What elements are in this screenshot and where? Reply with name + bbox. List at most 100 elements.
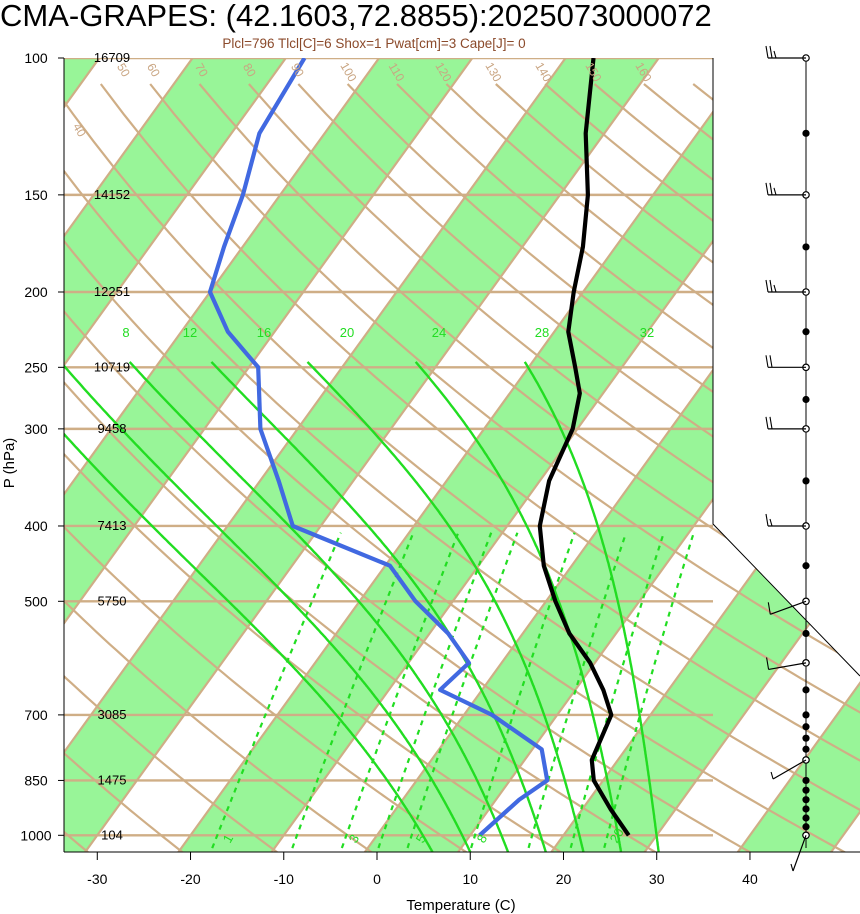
mixing-ratio-line <box>467 532 576 852</box>
wind-barb-flag <box>765 416 769 429</box>
y-axis-label: P (hPa) <box>1 438 18 489</box>
wind-barb-flag <box>769 518 773 527</box>
mixing-ratio-line <box>374 532 493 852</box>
x-axis-label: Temperature (C) <box>406 897 515 914</box>
mixing-ratio-line <box>287 532 415 852</box>
temperature-tick-label: 30 <box>649 871 665 887</box>
wind-barb <box>792 835 807 872</box>
moist-adiabat-label: 20 <box>340 325 354 340</box>
mixing-ratio-label: 20 <box>607 825 627 845</box>
dry-adiabat <box>297 83 860 852</box>
series-dewpoint <box>207 58 550 837</box>
pressure-tick-label: 100 <box>24 50 48 66</box>
isotherm-line <box>173 58 753 852</box>
isotherm-label: -10 <box>733 525 756 547</box>
pressure-tick-label: 150 <box>24 187 48 203</box>
temperature-tick-label: 10 <box>462 871 478 887</box>
wind-barb-flag <box>773 50 777 59</box>
mixing-ratio-lines <box>207 532 695 852</box>
wind-level-dot <box>802 129 810 137</box>
theta-label: 100 <box>337 60 359 85</box>
isotherm-band <box>64 58 659 852</box>
theta-label: 60 <box>144 61 163 80</box>
height-label: 7413 <box>98 518 127 533</box>
isotherm-label: 0 <box>717 455 731 470</box>
height-label: 12251 <box>94 284 130 299</box>
dry-adiabat <box>64 83 860 852</box>
chart-subtitle: Plcl=796 Tlcl[C]=6 Shox=1 Pwat[cm]=3 Cap… <box>222 36 525 51</box>
height-label: 10719 <box>94 359 130 374</box>
isotherm-band <box>361 58 860 852</box>
moist-adiabat <box>523 361 661 852</box>
plot-edge <box>712 58 860 677</box>
wind-barb-flag <box>769 416 773 429</box>
wind-barb-flag <box>765 45 769 59</box>
pressure-tick-label: 500 <box>24 593 48 609</box>
mixing-ratio-line <box>600 532 695 852</box>
dry-adiabat <box>64 83 381 852</box>
isotherm-band <box>733 58 860 852</box>
dry-adiabat <box>64 83 855 852</box>
temperature-tick-label: 20 <box>556 871 572 887</box>
moist-adiabat-label: 12 <box>183 325 197 340</box>
wind-barb-flag <box>769 182 773 195</box>
moist-adiabat <box>64 361 474 852</box>
temperature-tick-label: -20 <box>180 871 200 887</box>
isotherm-line <box>64 58 380 852</box>
pressure-tick-label: 700 <box>24 707 48 723</box>
dry-adiabat <box>198 83 860 852</box>
wind-level-dot <box>802 805 810 813</box>
moist-adiabat <box>210 361 549 852</box>
wind-level-dot <box>802 723 810 731</box>
isotherm-line <box>80 58 660 852</box>
pressure-tick-label: 400 <box>24 518 48 534</box>
height-labels: 16709 14152 12251 10719 9458 7413 5750 3085 1475… <box>94 50 130 842</box>
wind-barbs <box>765 45 810 872</box>
dry-adiabat <box>64 83 285 852</box>
wind-barb-flag <box>790 863 794 872</box>
temperature-tick-label: 0 <box>373 871 381 887</box>
series-temperature <box>537 58 631 837</box>
wind-level-dot <box>802 686 810 694</box>
temperature-tick-label: -10 <box>274 871 294 887</box>
height-label: 9458 <box>98 421 127 436</box>
theta-label: 80 <box>240 61 259 80</box>
wind-level-dot <box>802 243 810 251</box>
pressure-tick-label: 200 <box>24 284 48 300</box>
theta-label: 70 <box>192 61 211 80</box>
sounding-lines <box>207 58 631 837</box>
isotherm-label: 10 <box>717 341 736 361</box>
wind-barb-flag <box>769 45 773 59</box>
mixing-ratio-line <box>403 532 519 852</box>
isotherm-line <box>733 58 860 852</box>
temperature-tick-label: 40 <box>742 871 758 887</box>
dry-adiabat <box>64 83 476 852</box>
moist-adiabat-label: 8 <box>122 325 129 340</box>
moist-adiabat-label: 24 <box>432 325 446 340</box>
height-label: 1475 <box>98 772 127 787</box>
pressure-ticks: 100 150 200 250 300 400 500 700 850 1000 <box>20 50 64 843</box>
isotherm-label: -30 <box>833 620 856 642</box>
wind-barb <box>770 600 807 615</box>
wind-level-dot <box>802 477 810 485</box>
dry-adiabat <box>64 83 860 852</box>
isotherm-line <box>64 58 567 852</box>
wind-barb-flag <box>773 187 777 196</box>
wind-level-dot <box>802 814 810 822</box>
isotherm-label: 30 <box>717 133 736 153</box>
isotherm-line <box>64 58 287 852</box>
temperature-tick-label: -30 <box>87 871 107 887</box>
chart-title: CMA-GRAPES: (42.1603,72.8855):2025073000… <box>0 0 712 33</box>
moist-adiabat-label: 32 <box>640 325 654 340</box>
theta-label: 50 <box>114 61 133 80</box>
wind-level-dot <box>802 745 810 753</box>
wind-barb-flag <box>765 279 769 293</box>
mixing-ratio-line <box>567 532 665 852</box>
wind-barb-flag <box>770 771 774 780</box>
moist-adiabat <box>64 361 437 852</box>
wind-barb-flag <box>766 657 770 670</box>
wind-level-dot <box>802 786 810 794</box>
dry-adiabat <box>64 83 190 852</box>
